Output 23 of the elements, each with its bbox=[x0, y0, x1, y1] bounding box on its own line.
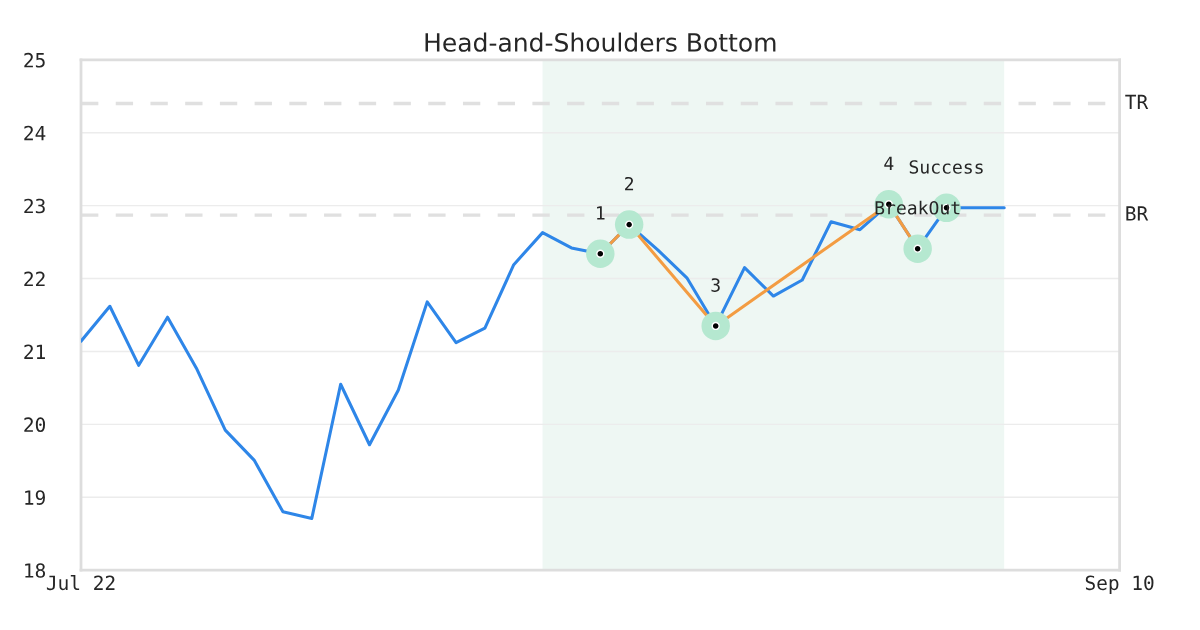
ref-line-label: BR bbox=[1126, 206, 1149, 221]
x-tick-label: Jul 22 bbox=[46, 575, 115, 591]
point bbox=[614, 210, 644, 239]
annotation: Success bbox=[909, 160, 983, 174]
y-tick-label: 22 bbox=[24, 271, 45, 286]
point bbox=[701, 311, 730, 341]
y-tick-label: 23 bbox=[24, 198, 45, 214]
chart-title: Head-and-Shoulders Bottom bbox=[425, 32, 776, 52]
annotation: 4 bbox=[884, 156, 894, 170]
annotation: BreakOut bbox=[875, 200, 960, 215]
point bbox=[903, 234, 932, 263]
y-tick-label: 18 bbox=[25, 563, 46, 578]
x-tick-label: Sep 10 bbox=[1085, 575, 1154, 594]
y-tick-label: 20 bbox=[24, 417, 46, 433]
annotation: 2 bbox=[625, 176, 634, 191]
point bbox=[586, 239, 615, 268]
y-tick-label: 24 bbox=[24, 125, 46, 141]
y-tick-label: 25 bbox=[24, 52, 45, 68]
annotation: 3 bbox=[711, 278, 720, 292]
y-tick-label: 21 bbox=[24, 344, 45, 359]
annotation: 1 bbox=[597, 206, 605, 220]
y-tick-label: 19 bbox=[25, 490, 45, 505]
ref-line-label: TR bbox=[1125, 94, 1149, 110]
